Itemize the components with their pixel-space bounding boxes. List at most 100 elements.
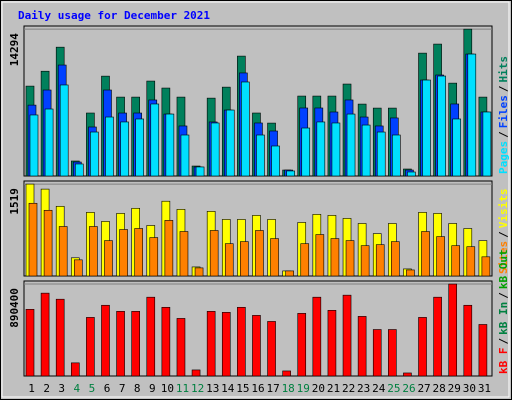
bar xyxy=(209,230,219,277)
x-tick-label: 14 xyxy=(221,382,235,395)
bar xyxy=(25,309,35,377)
bar xyxy=(58,226,68,277)
bar xyxy=(346,113,356,177)
bar xyxy=(59,84,69,177)
bar xyxy=(312,296,322,377)
x-tick-label: 11 xyxy=(176,382,189,395)
bar xyxy=(55,298,65,377)
bar xyxy=(282,370,291,377)
bar xyxy=(89,226,98,277)
x-tick-label: 23 xyxy=(357,382,370,395)
bar xyxy=(467,53,477,177)
x-tick-label: 28 xyxy=(433,382,446,395)
bar xyxy=(481,256,491,277)
bar xyxy=(297,313,307,377)
x-tick-label: 24 xyxy=(372,382,386,395)
bar xyxy=(86,317,95,377)
bar xyxy=(452,118,462,177)
bar xyxy=(150,103,160,177)
x-tick-label: 1 xyxy=(28,382,35,395)
x-tick-label: 20 xyxy=(312,382,325,395)
bar xyxy=(327,310,337,377)
bar xyxy=(179,231,189,277)
bar xyxy=(176,318,186,377)
legend-entry: Files xyxy=(497,95,510,128)
x-tick-label: 16 xyxy=(251,382,264,395)
bar xyxy=(316,121,326,177)
bar xyxy=(116,311,125,377)
bar xyxy=(421,231,430,277)
y-tick-label: 14294 xyxy=(8,33,21,66)
x-tick-label: 26 xyxy=(402,382,415,395)
x-tick-label: 29 xyxy=(448,382,461,395)
x-tick-label: 8 xyxy=(134,382,141,395)
legend-entry: Sites xyxy=(497,241,510,274)
bar xyxy=(270,238,279,277)
bar xyxy=(330,238,340,277)
x-tick-label: 9 xyxy=(149,382,156,395)
bar xyxy=(70,362,80,377)
bar xyxy=(40,292,50,377)
bar xyxy=(90,131,99,177)
bar xyxy=(104,240,113,277)
bar xyxy=(448,283,458,377)
x-tick-label: 4 xyxy=(74,382,81,395)
bar xyxy=(256,134,265,177)
bar xyxy=(165,113,175,177)
bar xyxy=(315,234,325,277)
x-tick-label: 27 xyxy=(417,382,430,395)
legend-entry: kB In xyxy=(497,302,510,335)
bar xyxy=(422,79,431,177)
bar xyxy=(357,316,367,377)
legend-separator: / xyxy=(497,231,510,238)
bar xyxy=(418,317,427,377)
bar xyxy=(149,237,159,277)
x-tick-label: 2 xyxy=(43,382,50,395)
bar xyxy=(206,311,216,377)
legend-entry: Pages xyxy=(497,141,510,174)
bar xyxy=(161,306,171,377)
x-tick-label: 19 xyxy=(297,382,310,395)
legend: kB F / kB In / kB Out xyxy=(497,249,510,374)
bar xyxy=(241,81,250,177)
bar xyxy=(74,163,84,177)
bar xyxy=(463,304,473,377)
x-tick-label: 21 xyxy=(327,382,340,395)
legend-separator: / xyxy=(497,85,510,92)
bar xyxy=(361,124,371,177)
bar xyxy=(437,75,446,177)
bar xyxy=(433,296,442,377)
bar xyxy=(482,111,492,177)
legend-separator: / xyxy=(497,131,510,138)
bar xyxy=(101,304,110,377)
bar xyxy=(406,269,415,277)
bar xyxy=(191,369,201,377)
bar xyxy=(342,294,352,377)
bar xyxy=(392,134,401,177)
x-tick-label: 31 xyxy=(478,382,491,395)
bar xyxy=(372,329,382,377)
bar xyxy=(436,236,445,277)
bar xyxy=(388,329,397,377)
bar xyxy=(164,220,174,277)
bar xyxy=(195,166,205,177)
bar xyxy=(375,244,385,277)
bar xyxy=(29,114,39,177)
bar xyxy=(478,324,488,377)
bar xyxy=(224,243,234,277)
bar xyxy=(43,209,53,277)
bar xyxy=(119,229,128,277)
bar xyxy=(105,116,114,177)
x-tick-label: 17 xyxy=(266,382,279,395)
legend: Pages / Files / Hits xyxy=(497,56,510,174)
bar xyxy=(451,245,461,277)
x-tick-label: 12 xyxy=(191,382,204,395)
legend-entry: Hits xyxy=(497,56,510,83)
bar xyxy=(210,122,220,177)
bar xyxy=(271,145,280,177)
legend-entry: Visits xyxy=(497,189,510,229)
x-tick-label: 22 xyxy=(342,382,355,395)
bar xyxy=(376,131,386,177)
